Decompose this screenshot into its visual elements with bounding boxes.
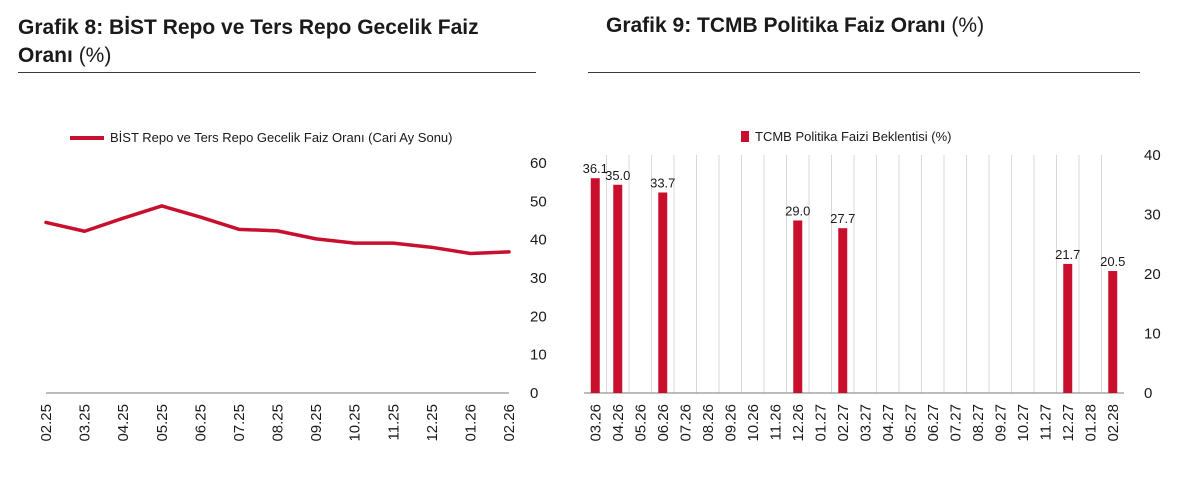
chart9-y-tick-label: 0 [1144, 385, 1152, 402]
chart9-y-tick-label: 40 [1144, 147, 1161, 164]
chart9-title-text: Grafik 9: TCMB Politika Faiz Oranı [606, 14, 946, 37]
chart9-data-label: 21.7 [1055, 247, 1080, 262]
chart9-data-label: 20.5 [1100, 254, 1125, 269]
chart8-y-tick-label: 20 [530, 308, 547, 325]
chart8-y-tick-label: 0 [530, 385, 538, 402]
chart8-data-point [507, 250, 511, 254]
chart8-data-point [44, 220, 48, 224]
chart9-bar [1108, 271, 1118, 393]
chart9-bar [838, 228, 848, 393]
chart9-x-tick-label: 12.27 [1060, 404, 1077, 442]
chart8-x-tick-label: 11.25 [385, 404, 402, 440]
chart9-x-tick-label: 02.27 [835, 404, 852, 442]
chart8-title: Grafik 8: BİST Repo ve Ters Repo Gecelik… [18, 14, 538, 70]
chart9-bar [658, 192, 668, 393]
chart8-x-tick-label: 06.25 [192, 404, 209, 442]
chart9-x-tick-label: 11.27 [1037, 404, 1054, 440]
chart8-x-tick-label: 09.25 [308, 404, 325, 442]
chart9-title-rule [588, 72, 1140, 73]
chart8-y-tick-label: 30 [530, 270, 547, 287]
chart8-x-tick-label: 08.25 [270, 404, 287, 442]
chart9-x-tick-label: 03.26 [587, 404, 604, 442]
chart8-data-point [237, 227, 241, 231]
chart9-y-tick-label: 10 [1144, 326, 1161, 343]
chart8-data-point [353, 241, 357, 245]
chart9-x-tick-label: 08.27 [970, 404, 987, 442]
chart8-data-point [83, 229, 87, 233]
chart9-x-tick-label: 03.27 [857, 404, 874, 442]
chart9-x-tick-label: 01.27 [812, 404, 829, 442]
chart9-x-tick-label: 07.27 [947, 404, 964, 442]
chart9-x-tick-label: 05.26 [632, 404, 649, 442]
chart8-y-tick-label: 10 [530, 347, 547, 364]
chart8-title-text: Grafik 8: BİST Repo ve Ters Repo Gecelik… [18, 16, 479, 67]
chart8-data-point [430, 245, 434, 249]
chart8-title-rule [18, 72, 536, 73]
chart9-title-unit: (%) [945, 14, 985, 37]
chart8-y-tick-label: 60 [530, 155, 547, 172]
chart9-x-tick-label: 04.27 [880, 404, 897, 442]
chart9-legend-label: TCMB Politika Faizi Beklentisi (%) [755, 129, 952, 144]
chart9-bar [793, 220, 803, 393]
chart8-data-point [160, 204, 164, 208]
chart9-data-label: 27.7 [830, 211, 855, 226]
chart9-x-tick-label: 11.26 [767, 404, 784, 440]
chart9-title: Grafik 9: TCMB Politika Faiz Oranı (%) [606, 12, 1166, 40]
chart9-bar [590, 178, 600, 393]
chart8-x-tick-label: 01.26 [462, 404, 479, 442]
chart8-data-point [198, 215, 202, 219]
chart8-y-tick-label: 50 [530, 193, 547, 210]
chart8-line-chart: BİST Repo ve Ters Repo Gecelik Faiz Oran… [38, 130, 547, 442]
chart8-data-point [391, 241, 395, 245]
chart9-bar [1063, 263, 1073, 393]
chart8-x-tick-label: 12.25 [424, 404, 441, 442]
chart8-x-tick-label: 05.25 [154, 404, 171, 442]
chart8-x-tick-label: 03.25 [77, 404, 94, 442]
chart9-x-tick-label: 09.27 [992, 404, 1009, 442]
chart8-data-point [468, 251, 472, 255]
chart8-data-point [276, 229, 279, 233]
chart9-data-label: 35.0 [605, 168, 630, 183]
chart8-x-tick-label: 04.25 [115, 404, 132, 442]
chart8-data-point [314, 237, 318, 241]
chart8-title-unit: (%) [72, 44, 112, 67]
chart9-legend-swatch [741, 131, 749, 142]
chart9-data-label: 36.1 [583, 161, 608, 176]
chart8-x-tick-label: 07.25 [231, 404, 248, 442]
chart9-x-tick-label: 10.27 [1015, 404, 1032, 442]
chart9-x-tick-label: 06.26 [655, 404, 672, 442]
chart9-x-tick-label: 05.27 [902, 404, 919, 442]
chart8-x-tick-label: 10.25 [347, 404, 364, 442]
chart9-x-tick-label: 10.26 [745, 404, 762, 442]
chart9-y-tick-label: 20 [1144, 266, 1161, 283]
chart8-data-point [121, 216, 125, 220]
chart9-x-tick-label: 04.26 [610, 404, 627, 442]
chart9-data-label: 33.7 [650, 175, 675, 190]
chart9-y-tick-label: 30 [1144, 207, 1161, 224]
chart8-x-tick-label: 02.26 [501, 404, 518, 442]
chart8-x-tick-label: 02.25 [38, 404, 55, 442]
chart8-y-tick-label: 40 [530, 232, 547, 249]
chart9-x-tick-label: 07.26 [677, 404, 694, 442]
chart9-bar [613, 184, 623, 393]
chart9-x-tick-label: 08.26 [700, 404, 717, 442]
chart8-legend-label: BİST Repo ve Ters Repo Gecelik Faiz Oran… [110, 130, 452, 145]
chart9-x-tick-label: 06.27 [925, 404, 942, 442]
chart9-x-tick-label: 12.26 [790, 404, 807, 442]
chart9-data-label: 29.0 [785, 203, 810, 218]
chart9-x-tick-label: 09.26 [722, 404, 739, 442]
chart9-x-tick-label: 01.28 [1082, 404, 1099, 442]
chart9-x-tick-label: 02.28 [1105, 404, 1122, 442]
